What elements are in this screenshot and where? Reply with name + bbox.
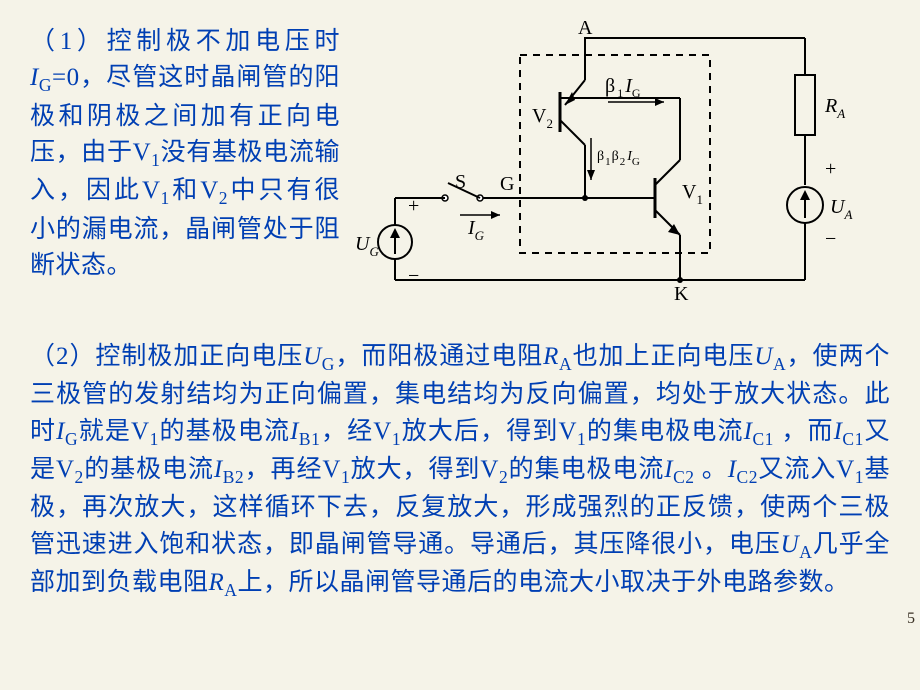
- paragraph-2: （2）控制极加正向电压UG，而阳极通过电阻RA也加上正向电压UA，使两个三极管的…: [30, 339, 890, 603]
- label-UA: UA: [830, 196, 852, 222]
- label-UG: UG: [355, 233, 379, 259]
- label-beta1IG: β1IG: [605, 75, 641, 100]
- label-V1: V1: [682, 181, 703, 207]
- paragraph-1: （1）控制极不加电压时IG=0，尽管这时晶闸管的阳极和阴极之间加有正向电压，由于…: [30, 20, 340, 284]
- label-minus-A: −: [825, 228, 836, 250]
- label-minus-G: −: [408, 265, 419, 287]
- label-G: G: [500, 173, 514, 195]
- label-V2: V2: [532, 105, 553, 131]
- label-A: A: [578, 20, 593, 39]
- label-K: K: [674, 283, 689, 305]
- circuit-diagram: A V2: [350, 20, 870, 325]
- circuit-svg: A V2: [350, 20, 870, 320]
- label-RA: RA: [824, 95, 845, 121]
- top-row: （1）控制极不加电压时IG=0，尽管这时晶闸管的阳极和阴极之间加有正向电压，由于…: [30, 20, 890, 325]
- label-S: S: [455, 171, 466, 193]
- slide-page: （1）控制极不加电压时IG=0，尽管这时晶闸管的阳极和阴极之间加有正向电压，由于…: [0, 0, 920, 690]
- label-plus-A: +: [825, 158, 836, 180]
- label-plus-G: +: [408, 195, 419, 217]
- label-IG: IG: [467, 217, 485, 243]
- label-b1b2IG: β1β2IG: [597, 149, 640, 168]
- page-number: 5: [907, 610, 915, 628]
